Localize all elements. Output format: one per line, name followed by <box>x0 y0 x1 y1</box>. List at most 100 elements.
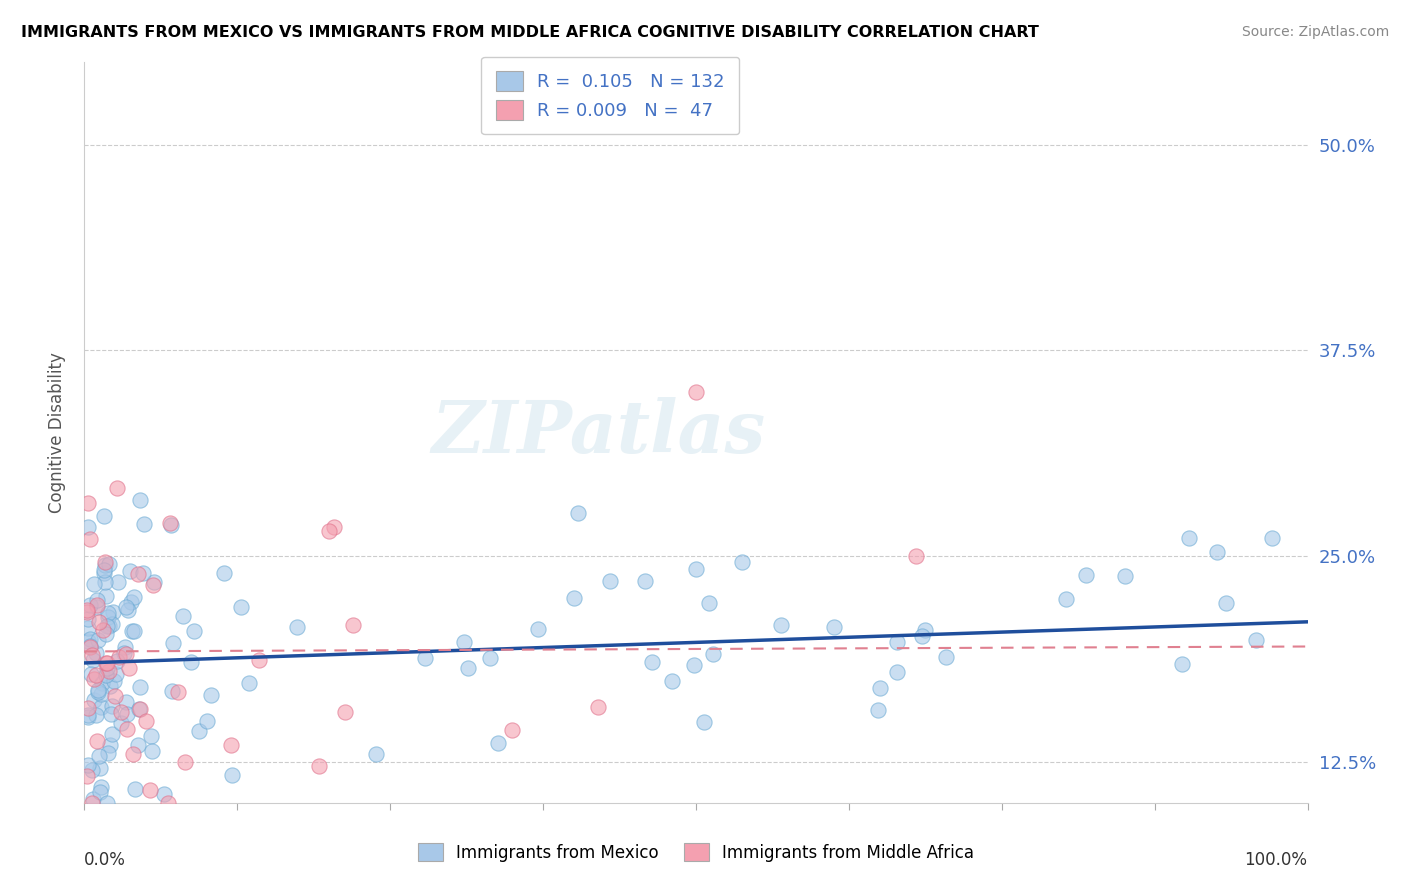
Point <box>911 629 934 643</box>
Point <box>90 780 112 794</box>
Point <box>935 650 957 665</box>
Point <box>107 650 129 665</box>
Point <box>886 635 908 649</box>
Point <box>84 668 107 682</box>
Point <box>93 509 115 524</box>
Point <box>90 687 112 701</box>
Point <box>122 591 145 605</box>
Point <box>77 710 100 724</box>
Point <box>83 673 105 687</box>
Point <box>527 623 550 637</box>
Point <box>87 748 110 763</box>
Point <box>697 596 720 610</box>
Point <box>80 666 103 681</box>
Point <box>96 627 118 641</box>
Point <box>76 769 98 783</box>
Point <box>478 651 501 665</box>
Point <box>87 633 110 648</box>
Point <box>101 605 124 619</box>
Point <box>122 624 145 639</box>
Point <box>586 699 609 714</box>
Point <box>94 574 117 589</box>
Point <box>114 647 136 661</box>
Point <box>97 557 120 571</box>
Point <box>139 729 162 743</box>
Point <box>86 593 108 607</box>
Point <box>100 616 122 631</box>
Point <box>96 796 118 810</box>
Point <box>914 624 936 638</box>
Point <box>562 591 585 605</box>
Point <box>129 702 152 716</box>
Point <box>685 384 707 399</box>
Point <box>238 676 260 690</box>
Point <box>97 610 120 624</box>
Point <box>162 684 184 698</box>
Point <box>89 761 111 775</box>
Point <box>98 739 121 753</box>
Point <box>94 668 117 682</box>
Point <box>79 639 101 653</box>
Point <box>128 493 150 508</box>
Point <box>96 668 118 682</box>
Point <box>86 733 108 747</box>
Point <box>323 520 346 534</box>
Point <box>115 695 138 709</box>
Point <box>79 640 101 654</box>
Point <box>93 555 115 569</box>
Point <box>114 599 136 614</box>
Point <box>87 682 110 697</box>
Point <box>823 620 845 634</box>
Point <box>187 723 209 738</box>
Text: 100.0%: 100.0% <box>1244 851 1308 869</box>
Point <box>683 658 706 673</box>
Point <box>869 681 891 695</box>
Point <box>82 792 104 806</box>
Point <box>87 615 110 629</box>
Point <box>641 655 664 669</box>
Point <box>84 646 107 660</box>
Point <box>166 685 188 699</box>
Point <box>104 689 127 703</box>
Point <box>100 698 122 713</box>
Point <box>96 656 118 670</box>
Text: Source: ZipAtlas.com: Source: ZipAtlas.com <box>1241 25 1389 39</box>
Point <box>79 599 101 613</box>
Point <box>502 723 524 737</box>
Point <box>77 708 100 723</box>
Point <box>96 618 118 632</box>
Point <box>76 605 98 619</box>
Point <box>364 747 387 761</box>
Point <box>139 782 162 797</box>
Point <box>453 634 475 648</box>
Point <box>98 679 121 693</box>
Point <box>124 782 146 797</box>
Point <box>114 640 136 654</box>
Point <box>90 700 112 714</box>
Point <box>229 599 252 614</box>
Point <box>132 516 155 531</box>
Point <box>96 661 118 675</box>
Point <box>77 758 100 772</box>
Point <box>183 624 205 638</box>
Point <box>80 796 103 810</box>
Point <box>121 624 143 639</box>
Point <box>115 706 138 721</box>
Point <box>153 787 176 801</box>
Point <box>685 562 707 576</box>
Point <box>118 661 141 675</box>
Point <box>105 654 128 668</box>
Point <box>89 784 111 798</box>
Point <box>413 651 436 665</box>
Point <box>97 664 120 678</box>
Point <box>174 756 197 770</box>
Point <box>1114 569 1136 583</box>
Point <box>77 634 100 648</box>
Point <box>86 599 108 613</box>
Point <box>97 606 120 620</box>
Point <box>318 524 340 539</box>
Point <box>96 589 118 603</box>
Point <box>127 739 149 753</box>
Point <box>567 506 589 520</box>
Point <box>104 667 127 681</box>
